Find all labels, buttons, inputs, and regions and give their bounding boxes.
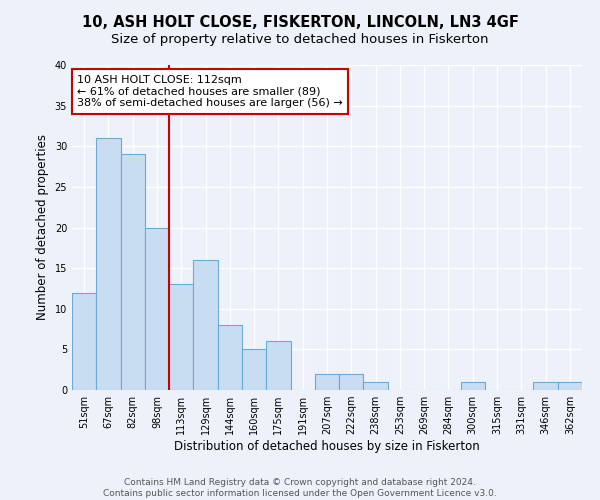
Bar — [121, 154, 145, 390]
Y-axis label: Number of detached properties: Number of detached properties — [36, 134, 49, 320]
Bar — [315, 374, 339, 390]
Bar — [145, 228, 169, 390]
Bar — [266, 341, 290, 390]
X-axis label: Distribution of detached houses by size in Fiskerton: Distribution of detached houses by size … — [174, 440, 480, 453]
Bar — [96, 138, 121, 390]
Text: 10 ASH HOLT CLOSE: 112sqm
← 61% of detached houses are smaller (89)
38% of semi-: 10 ASH HOLT CLOSE: 112sqm ← 61% of detac… — [77, 74, 343, 108]
Bar — [193, 260, 218, 390]
Bar — [218, 325, 242, 390]
Bar — [558, 382, 582, 390]
Text: Contains HM Land Registry data © Crown copyright and database right 2024.
Contai: Contains HM Land Registry data © Crown c… — [103, 478, 497, 498]
Bar — [339, 374, 364, 390]
Bar — [242, 350, 266, 390]
Bar — [364, 382, 388, 390]
Text: 10, ASH HOLT CLOSE, FISKERTON, LINCOLN, LN3 4GF: 10, ASH HOLT CLOSE, FISKERTON, LINCOLN, … — [82, 15, 518, 30]
Bar — [461, 382, 485, 390]
Bar — [72, 292, 96, 390]
Bar — [169, 284, 193, 390]
Text: Size of property relative to detached houses in Fiskerton: Size of property relative to detached ho… — [111, 32, 489, 46]
Bar — [533, 382, 558, 390]
